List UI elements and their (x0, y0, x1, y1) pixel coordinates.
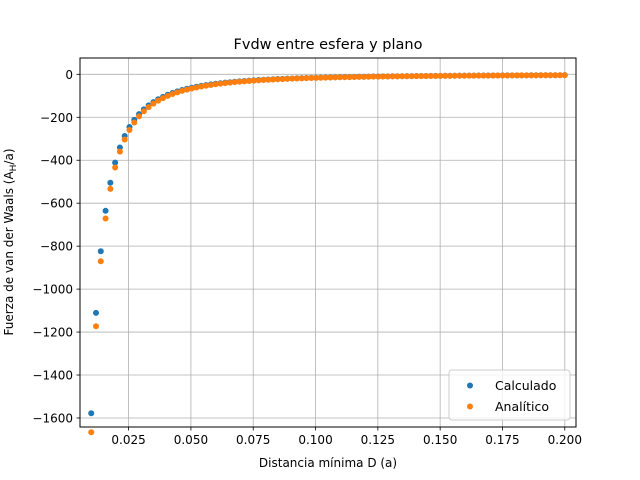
y-tick-label: −200 (40, 111, 73, 125)
y-tick-label: −800 (40, 240, 73, 254)
y-axis-label-main: Fuerza de van der Waals (A (2, 171, 16, 336)
legend-label-analitico: Analítico (495, 399, 549, 414)
chart-title: Fvdw entre esfera y plano (234, 37, 423, 53)
x-tick-label: 0.200 (548, 433, 582, 447)
x-tick-label: 0.050 (174, 433, 208, 447)
x-tick-label: 0.025 (111, 433, 145, 447)
legend: Calculado Analítico (449, 370, 570, 420)
y-tick-label: 0 (65, 68, 73, 82)
x-tick-label: 0.150 (423, 433, 457, 447)
data-point (103, 208, 109, 214)
y-tick-label: −1600 (32, 411, 73, 425)
y-tick-label: −1400 (32, 369, 73, 383)
data-point (98, 258, 104, 264)
y-axis-label-subscript: H (9, 165, 19, 172)
legend-marker-calculado (467, 383, 473, 389)
data-point (562, 72, 568, 78)
data-point (126, 127, 132, 133)
x-tick-label: 0.175 (485, 433, 519, 447)
data-point (103, 215, 109, 221)
x-tick-label: 0.125 (361, 433, 395, 447)
data-point (146, 104, 152, 110)
legend-label-calculado: Calculado (495, 378, 556, 393)
data-point (98, 248, 104, 254)
data-point (93, 323, 99, 329)
data-point (88, 410, 94, 416)
legend-marker-analitico (467, 404, 473, 410)
data-point (131, 119, 137, 125)
y-tick-label: −1200 (32, 326, 73, 340)
data-point (136, 113, 142, 119)
x-axis-label: Distancia mínima D (a) (259, 456, 397, 470)
data-point (117, 149, 123, 155)
data-point (107, 186, 113, 192)
y-tick-label: −600 (40, 197, 73, 211)
data-point (88, 429, 94, 435)
x-tick-label: 0.100 (298, 433, 332, 447)
x-tick-label: 0.075 (236, 433, 270, 447)
data-point (112, 165, 118, 171)
data-point (107, 180, 113, 186)
data-point (141, 108, 147, 114)
y-tick-label: −400 (40, 154, 73, 168)
data-point (122, 137, 128, 143)
y-tick-label: −1000 (32, 283, 73, 297)
data-point (93, 310, 99, 316)
y-axis-label-end: /a) (2, 148, 16, 164)
